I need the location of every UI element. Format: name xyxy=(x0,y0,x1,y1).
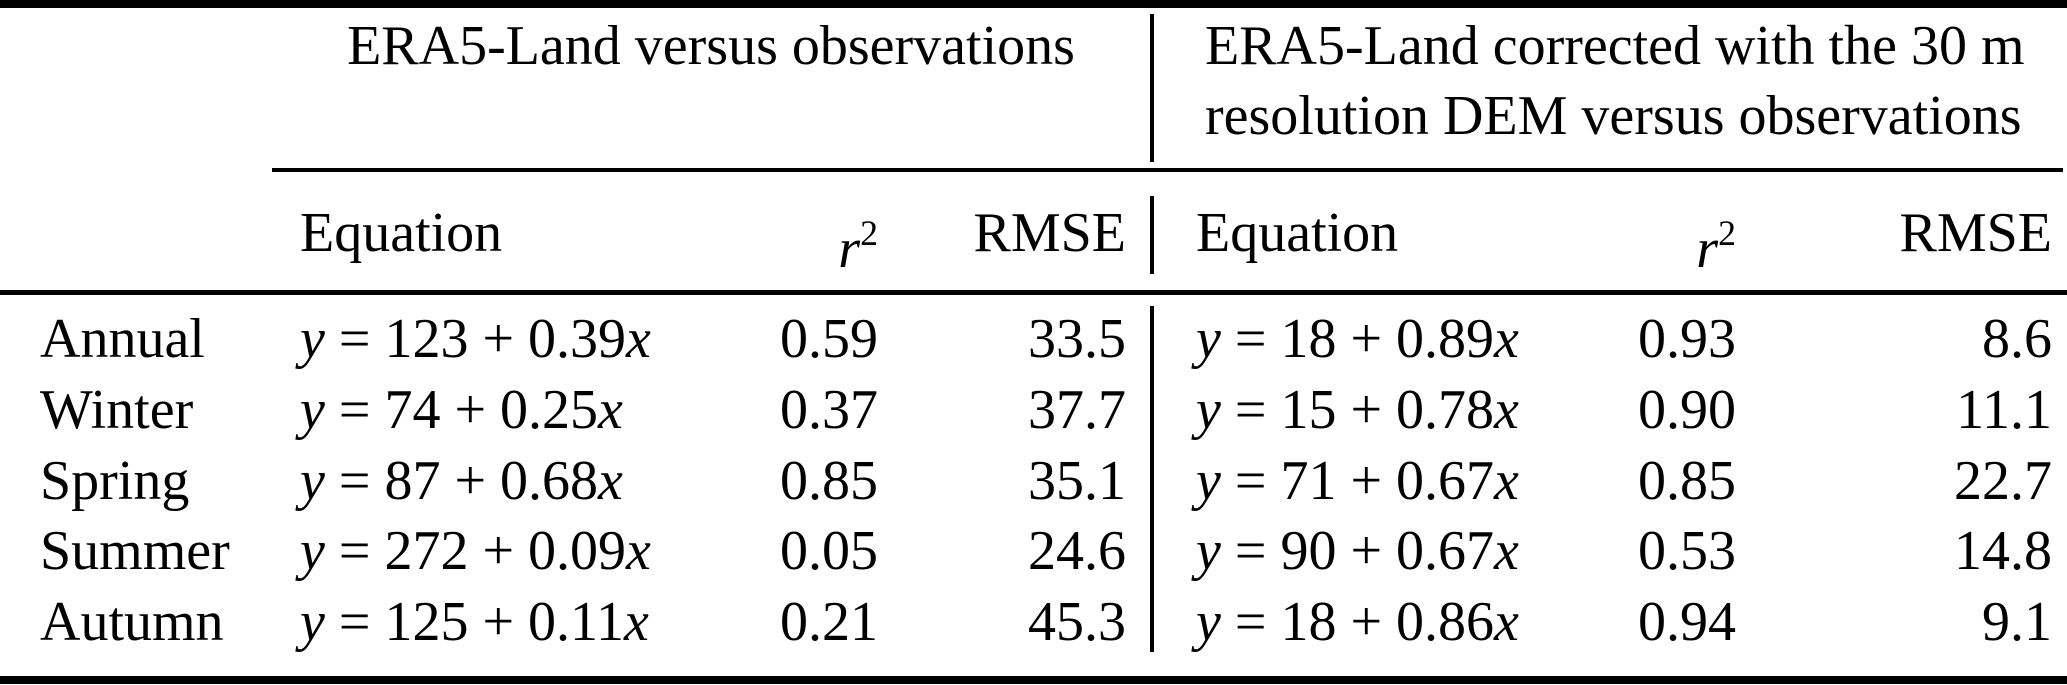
r2-value: 0.59 xyxy=(780,308,878,370)
group-header-corrected-line1: ERA5-Land corrected with the 30 m xyxy=(1205,15,2025,77)
rmse-header: RMSE xyxy=(973,202,1127,264)
group-header-era5: ERA5-Land versus observations xyxy=(347,15,1075,77)
season-label: Summer xyxy=(40,520,230,582)
r2-value: 0.90 xyxy=(1638,379,1736,441)
vertical-divider-body xyxy=(1150,306,1154,652)
rmse-header: RMSE xyxy=(1899,202,2053,264)
equation-header: Equation xyxy=(300,202,503,264)
rmse-value: 33.5 xyxy=(1028,308,1126,370)
top-rule xyxy=(0,0,2067,8)
equation-value: y = 123 + 0.39x xyxy=(300,308,651,370)
r2-header-base: r xyxy=(838,218,861,281)
vertical-divider-subheader xyxy=(1150,196,1154,274)
equation-value: y = 272 + 0.09x xyxy=(300,520,651,582)
r2-header: r2 xyxy=(1540,205,1736,277)
equation-header: Equation xyxy=(1196,202,1399,264)
r2-value: 0.53 xyxy=(1638,520,1736,582)
rmse-value: 11.1 xyxy=(1956,379,2052,441)
equation-value: y = 71 + 0.67x xyxy=(1196,450,1519,512)
vertical-divider-header xyxy=(1150,14,1154,162)
r2-header: r2 xyxy=(620,205,878,277)
r2-value: 0.05 xyxy=(780,520,878,582)
rmse-value: 9.1 xyxy=(1982,591,2052,653)
season-label: Spring xyxy=(40,450,190,512)
rmse-value: 14.8 xyxy=(1954,520,2052,582)
r2-value: 0.94 xyxy=(1638,591,1736,653)
rmse-value: 37.7 xyxy=(1028,379,1126,441)
season-label: Autumn xyxy=(40,591,224,653)
r2-value: 0.37 xyxy=(780,379,878,441)
equation-value: y = 15 + 0.78x xyxy=(1196,379,1519,441)
season-label: Winter xyxy=(40,379,194,441)
equation-value: y = 90 + 0.67x xyxy=(1196,520,1519,582)
group-header-corrected-line2: resolution DEM versus observations xyxy=(1205,85,2022,147)
rmse-value: 24.6 xyxy=(1028,520,1126,582)
equation-value: y = 18 + 0.89x xyxy=(1196,308,1519,370)
r2-header-sup: 2 xyxy=(1718,213,1736,253)
rmse-value: 22.7 xyxy=(1954,450,2052,512)
r2-header-sup: 2 xyxy=(860,213,878,253)
rmse-value: 35.1 xyxy=(1028,450,1126,512)
r2-value: 0.85 xyxy=(1638,450,1736,512)
r2-header-base: r xyxy=(1696,218,1719,281)
equation-value: y = 74 + 0.25x xyxy=(300,379,623,441)
r2-value: 0.21 xyxy=(780,591,878,653)
rmse-value: 8.6 xyxy=(1982,308,2052,370)
season-label: Annual xyxy=(40,308,205,370)
rmse-value: 45.3 xyxy=(1028,591,1126,653)
header-body-separator-rule xyxy=(0,290,2067,295)
equation-value: y = 87 + 0.68x xyxy=(300,450,623,512)
r2-value: 0.85 xyxy=(780,450,878,512)
r2-value: 0.93 xyxy=(1638,308,1736,370)
group-header-corrected: ERA5-Land corrected with the 30 m resolu… xyxy=(1205,11,2025,151)
equation-value: y = 18 + 0.86x xyxy=(1196,591,1519,653)
bottom-rule xyxy=(0,676,2067,684)
equation-value: y = 125 + 0.11x xyxy=(300,591,649,653)
group-header-underline-rule xyxy=(272,168,2063,172)
